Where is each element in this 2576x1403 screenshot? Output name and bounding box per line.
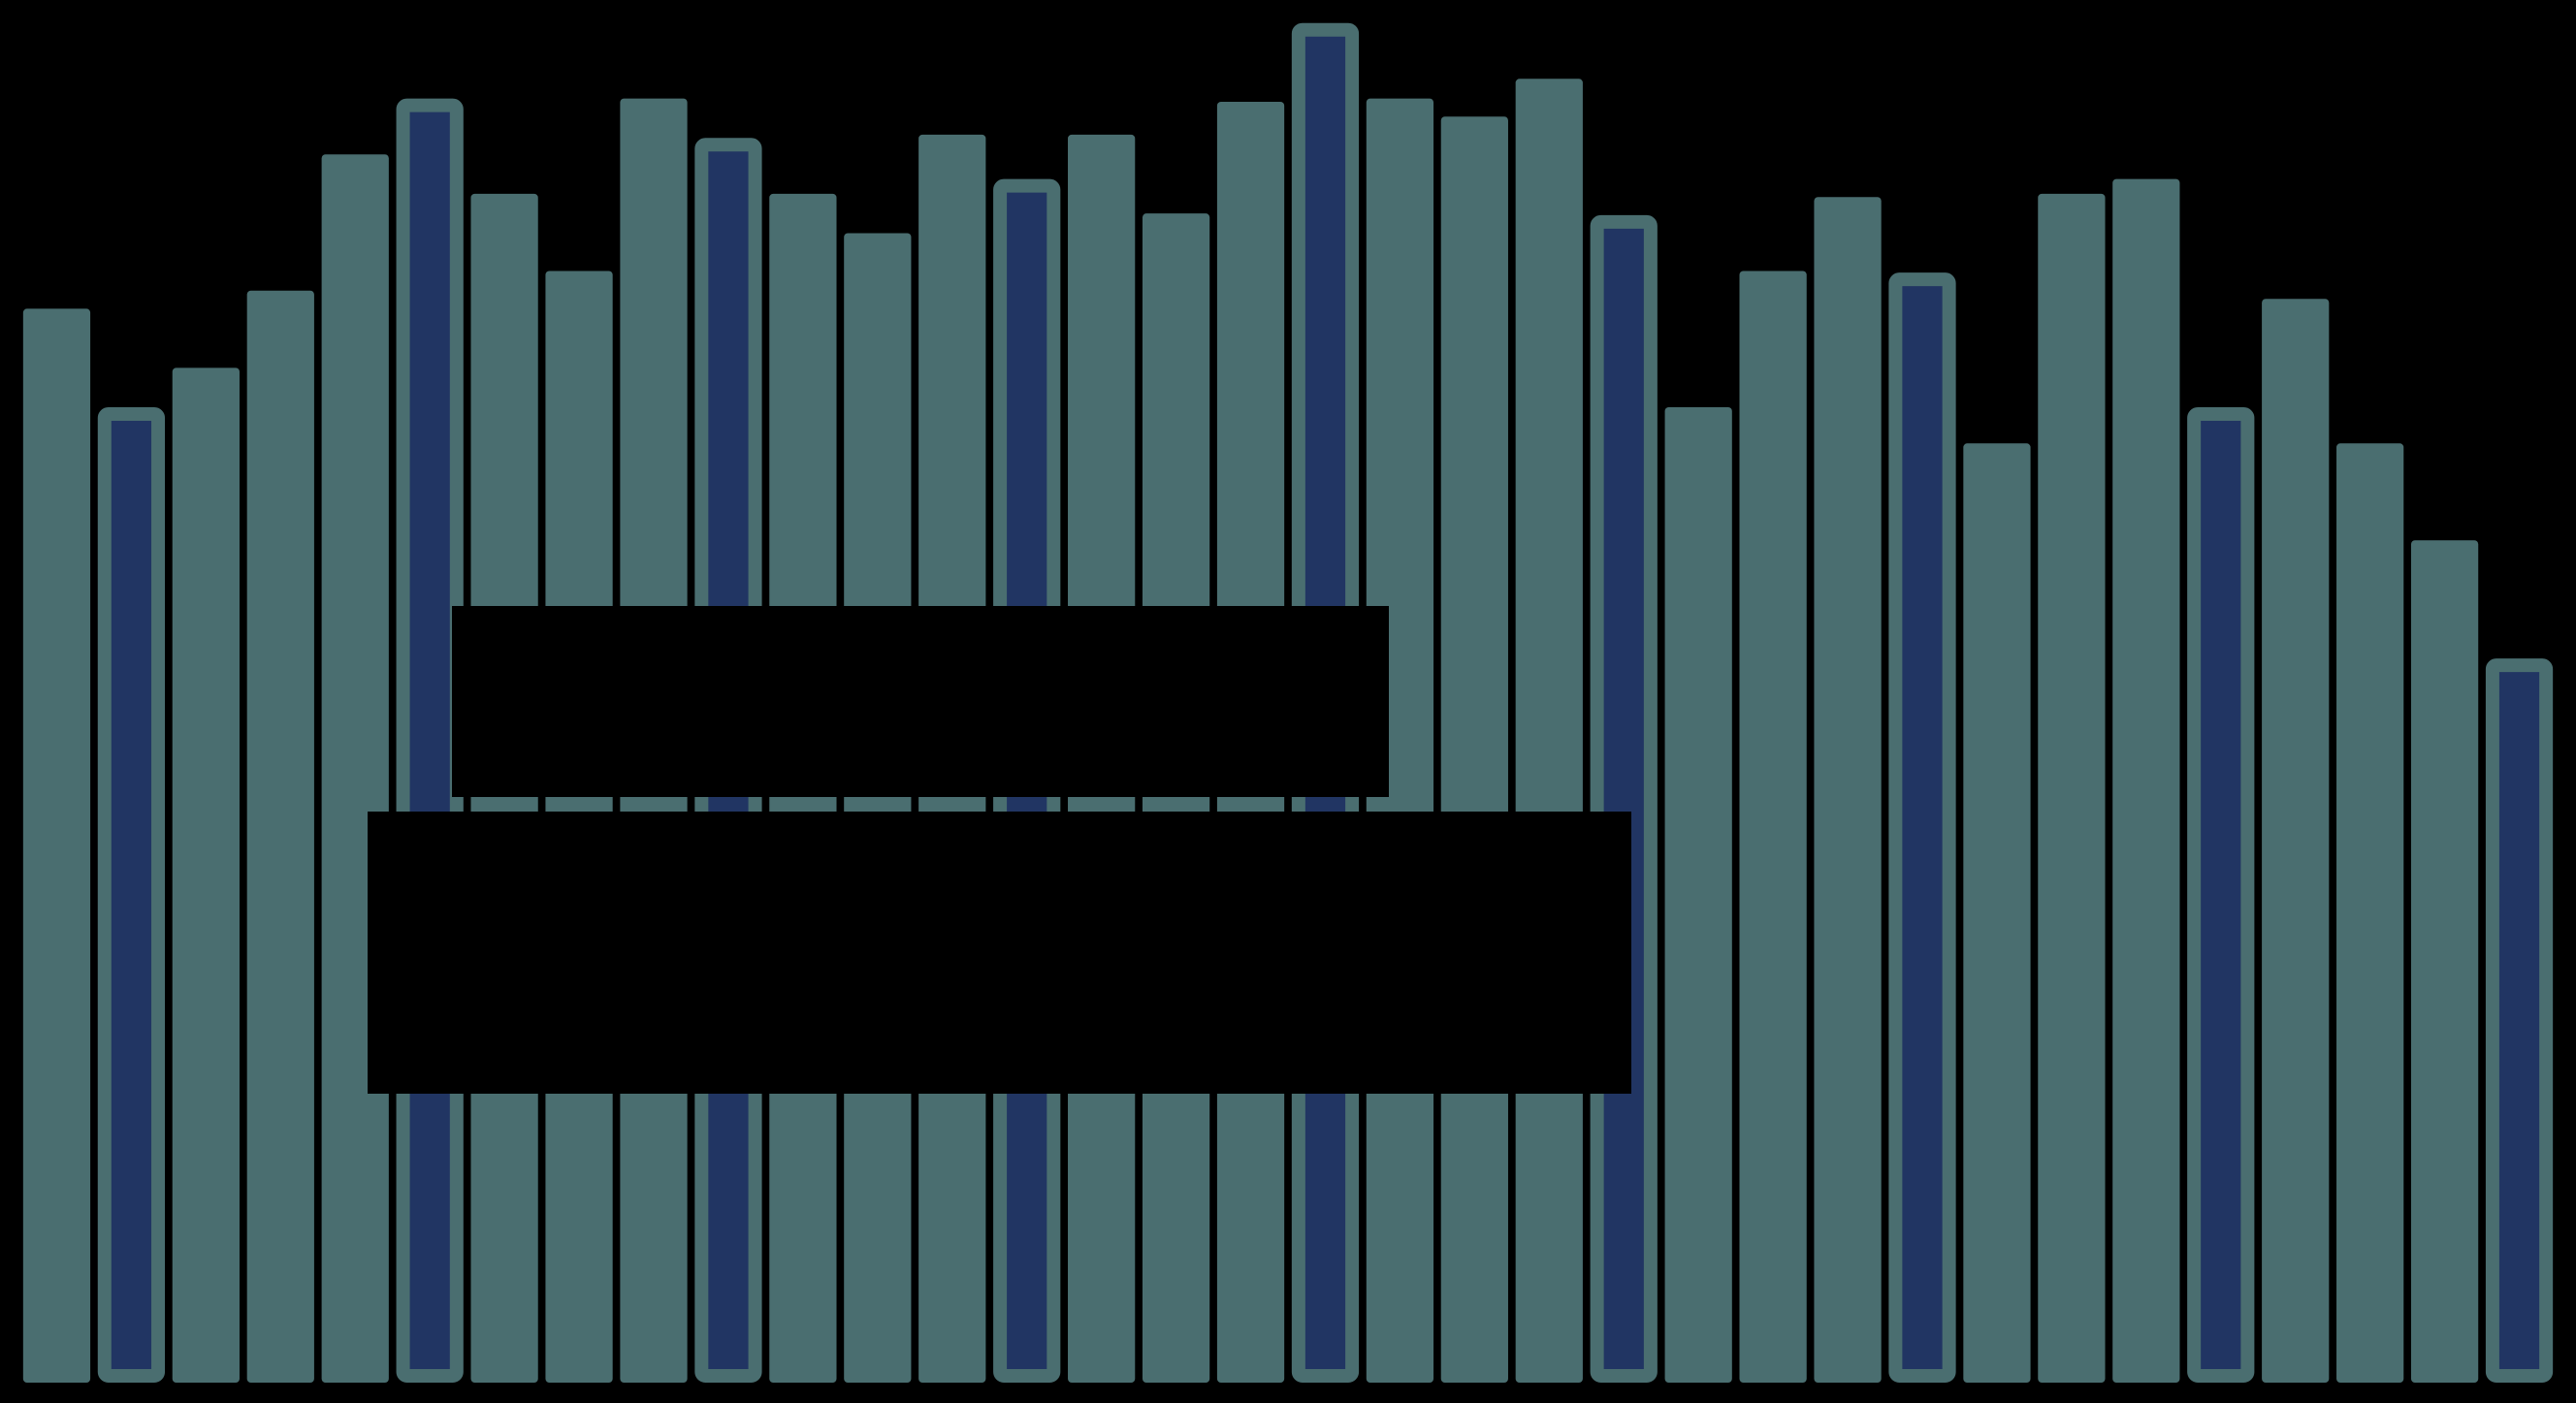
bar (2336, 443, 2404, 1383)
bar (1963, 443, 2031, 1383)
bar (1142, 213, 1210, 1384)
overlay-box (452, 606, 1389, 797)
bar (2112, 178, 2180, 1383)
bar (1515, 79, 1583, 1384)
overlay-box (368, 812, 1631, 1094)
bar (2485, 658, 2554, 1383)
bar (2262, 299, 2330, 1383)
bar (1440, 116, 1508, 1384)
bar (1739, 271, 1807, 1384)
bar (97, 407, 166, 1383)
bar (172, 367, 240, 1384)
bar (844, 233, 912, 1384)
bar (2410, 540, 2479, 1383)
bar (321, 154, 389, 1383)
bar (2187, 407, 2255, 1383)
bar (246, 290, 314, 1383)
bar (1664, 407, 1732, 1383)
bar (2038, 193, 2106, 1383)
bar (1590, 214, 1658, 1383)
bar (396, 98, 464, 1383)
bar (1814, 197, 1882, 1383)
bar (1888, 272, 1956, 1384)
bar (22, 308, 91, 1383)
